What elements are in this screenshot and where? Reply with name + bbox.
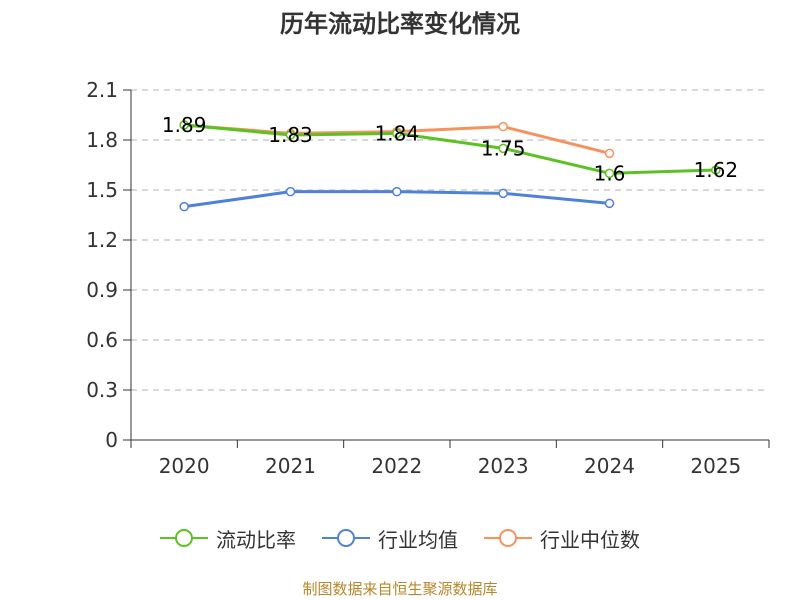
y-tick-label: 1.5 <box>86 178 118 202</box>
y-tick-label: 0.3 <box>86 378 118 402</box>
legend-label: 行业均值 <box>378 527 458 552</box>
data-point <box>498 188 508 199</box>
x-tick-label: 2025 <box>690 454 741 478</box>
y-tick-label: 0.9 <box>86 278 118 302</box>
y-tick-label: 0 <box>105 428 118 452</box>
legend-item-industry-median[interactable]: 行业中位数 <box>484 524 640 553</box>
chart-title: 历年流动比率变化情况 <box>280 10 520 38</box>
data-point <box>498 121 508 132</box>
data-point <box>604 168 615 179</box>
legend-label: 行业中位数 <box>540 527 640 552</box>
legend-marker-icon <box>484 529 532 547</box>
data-point <box>179 120 189 130</box>
y-tick-label: 1.8 <box>86 128 118 152</box>
data-point <box>285 130 296 140</box>
data-point <box>604 198 615 209</box>
data-point <box>392 186 402 197</box>
x-tick-label: 2021 <box>265 454 316 478</box>
data-label: 1.75 <box>481 136 526 160</box>
data-point <box>179 201 189 212</box>
data-point <box>498 143 508 154</box>
data-point <box>392 128 402 139</box>
data-label: 1.6 <box>594 161 626 185</box>
data-label: 1.89 <box>162 113 207 137</box>
x-tick-label: 2024 <box>584 454 635 478</box>
data-label: 1.84 <box>375 121 420 145</box>
source-note: 制图数据来自恒生聚源数据库 <box>302 580 498 598</box>
y-tick-label: 2.1 <box>86 78 118 102</box>
legend: 流动比率 行业均值 行业中位数 <box>0 518 800 558</box>
x-tick-label: 2022 <box>371 454 422 478</box>
x-tick-label: 2020 <box>159 454 210 478</box>
series-line <box>184 123 716 175</box>
data-point <box>285 186 296 197</box>
data-label: 1.83 <box>268 123 313 147</box>
legend-marker-icon <box>160 529 208 547</box>
legend-label: 流动比率 <box>216 527 296 552</box>
data-point <box>711 165 721 175</box>
data-label: 1.62 <box>694 158 739 182</box>
y-tick-label: 0.6 <box>86 328 118 352</box>
x-tick-label: 2023 <box>478 454 529 478</box>
legend-item-current-ratio[interactable]: 流动比率 <box>160 524 296 553</box>
legend-marker-icon <box>322 529 370 547</box>
legend-item-industry-average[interactable]: 行业均值 <box>322 524 458 553</box>
data-point <box>604 148 615 159</box>
y-tick-label: 1.2 <box>86 228 118 252</box>
